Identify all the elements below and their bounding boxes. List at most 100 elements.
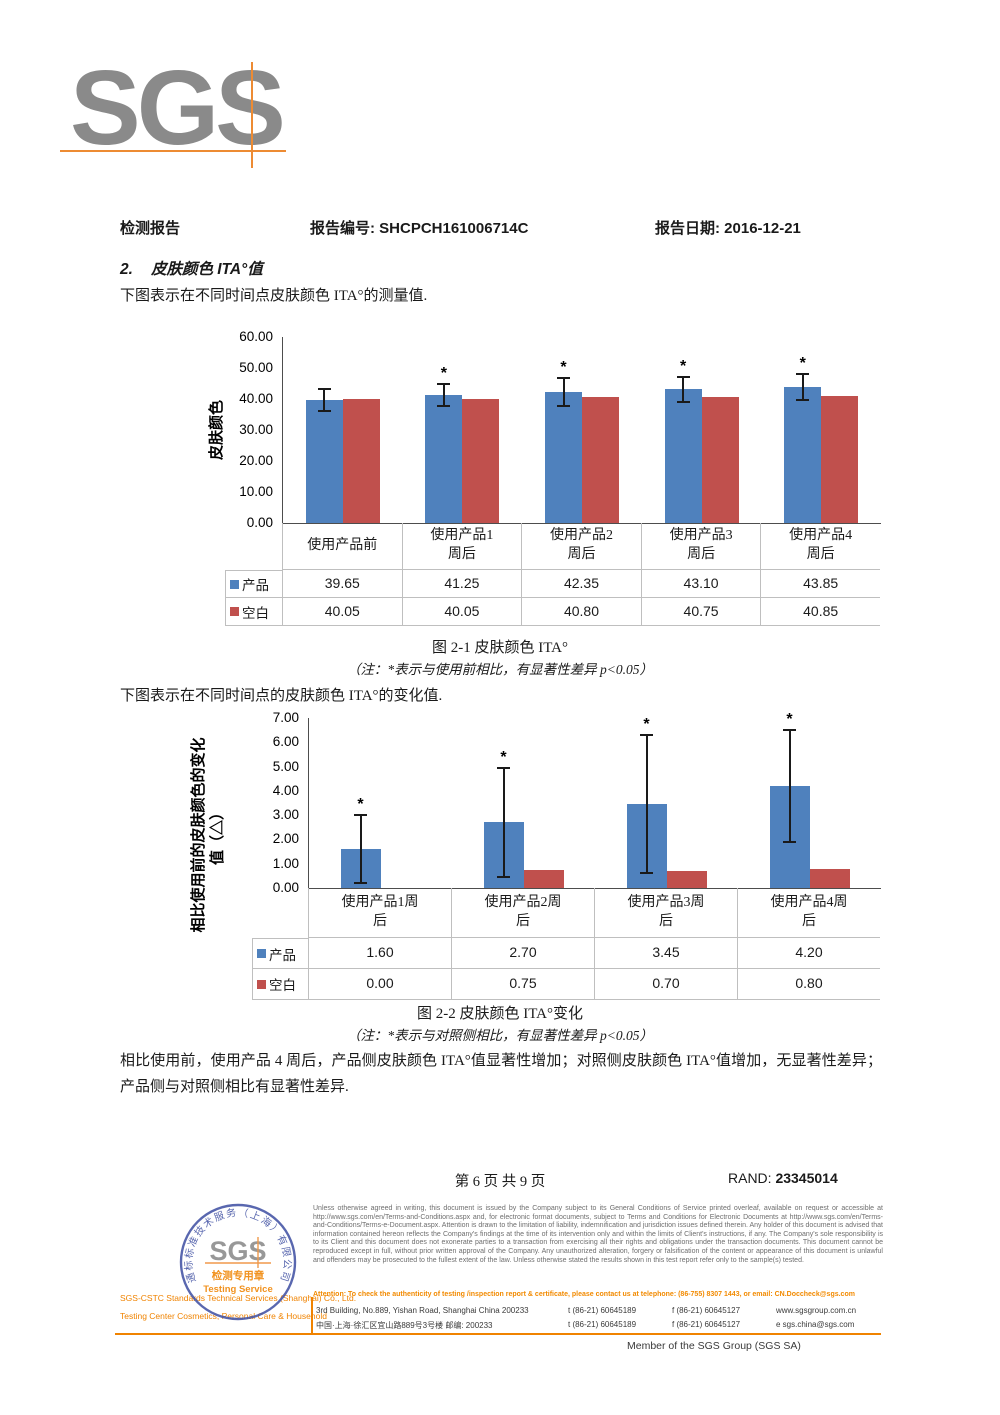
table-value: 1.60 [308, 938, 451, 968]
bar-空白 [523, 869, 564, 888]
fax-cn: f (86-21) 60645127 [672, 1320, 741, 1329]
report-date-label: 报告日期: [655, 220, 720, 237]
significance-asterisk: * [799, 355, 806, 372]
rand-value: 23345014 [775, 1170, 838, 1186]
seal-en-line: Testing Service [203, 1284, 273, 1295]
legend-swatch-空白 [257, 979, 266, 989]
significance-asterisk: * [500, 748, 507, 766]
error-bar-line [788, 730, 791, 842]
table-value: 40.80 [521, 598, 641, 625]
error-bar-cap-bottom [437, 405, 451, 408]
y-tick-label: 10.00 [239, 484, 273, 499]
error-bar-cap-bottom [497, 876, 510, 879]
legend-label: 空白 [242, 605, 269, 621]
bar-空白 [342, 398, 380, 523]
bar-空白 [582, 396, 619, 523]
error-bar-line [323, 389, 326, 411]
plot-area: * * * * [308, 712, 881, 889]
data-table-row: 产品 1.60 2.70 3.45 4.20 [252, 938, 880, 969]
y-tick-label: 30.00 [239, 422, 273, 437]
category-cell: 使用产品4周后 [737, 888, 880, 937]
error-bar-cap-top [497, 766, 510, 769]
website: www.sgsgroup.com.cn [776, 1306, 857, 1315]
report-number: 报告编号: SHCPCH161006714C [310, 217, 528, 238]
y-tick-label: 6.00 [272, 734, 299, 750]
table-value: 3.45 [594, 938, 737, 968]
y-tick-label: 0.00 [272, 880, 299, 895]
error-bar-cap-bottom [796, 399, 810, 402]
legend-cell: 空白 [252, 969, 308, 999]
error-bar-line [682, 377, 685, 402]
error-bar-line [801, 374, 804, 401]
report-date: 报告日期: 2016-12-21 [655, 217, 801, 238]
table-value: 0.75 [451, 969, 594, 999]
error-bar-cap-bottom [783, 840, 796, 843]
y-tick-label: 20.00 [239, 453, 273, 468]
bar-空白 [462, 398, 500, 523]
phone-cn: t (86-21) 60645189 [568, 1320, 637, 1329]
legend-label: 产品 [269, 947, 296, 963]
category-cell: 使用产品2周后 [451, 888, 594, 937]
fax-en: f (86-21) 60645127 [672, 1306, 741, 1315]
section-heading: 2. 皮肤颜色 ITA°值 [120, 257, 263, 279]
seal-sgs-text: SGS [209, 1236, 266, 1266]
y-tick-label: 1.00 [272, 855, 299, 871]
category-label: 使用产品4周后 [789, 528, 853, 562]
category-label: 使用产品3周后 [627, 894, 705, 929]
bar-产品 [784, 387, 822, 523]
error-bar-cap-top [640, 734, 653, 736]
category-cell: 使用产品1周后 [401, 523, 522, 569]
phone-en: t (86-21) 60645189 [568, 1306, 637, 1315]
category-label: 使用产品1周后 [430, 528, 494, 562]
category-row: 使用产品1周后 使用产品2周后 使用产品3周后 使用产品4周后 [308, 888, 880, 938]
chart2-intro-text: 下图表示在不同时间点的皮肤颜色 ITA°的变化值. [120, 688, 443, 704]
category-cell: 使用产品4周后 [760, 523, 880, 569]
error-bar-cap-top [557, 376, 570, 379]
y-tick-label: 60.00 [239, 329, 273, 344]
chart1-intro-text: 下图表示在不同时间点皮肤颜色 ITA°的测量值. [120, 288, 428, 304]
legend-swatch-产品 [230, 579, 239, 589]
logo-vertical-line [251, 62, 253, 168]
y-tick-label: 2.00 [272, 831, 299, 847]
category-label: 使用产品1周后 [341, 894, 419, 929]
error-bar-cap-top [437, 383, 451, 385]
table-value: 43.10 [640, 570, 761, 597]
report-number-label: 报告编号: [310, 220, 375, 237]
error-bar-cap-bottom [354, 882, 367, 885]
page-number: 第 6 页 共 9 页 [454, 1174, 546, 1190]
seal-cn-line: 检测专用章 [212, 1269, 265, 1282]
report-date-value: 2016-12-21 [724, 220, 801, 237]
y-tick-label: 7.00 [272, 710, 299, 725]
category-label: 使用产品4周后 [770, 894, 848, 929]
category-cell: 使用产品2周后 [521, 523, 641, 569]
table-value: 40.75 [640, 598, 761, 625]
email: e sgs.china@sgs.com [776, 1320, 855, 1329]
address-row-cn: 中国·上海·徐汇区宜山路889号3号楼 邮编: 200233 t (86-21)… [316, 1320, 882, 1331]
table-value: 40.05 [282, 598, 402, 625]
table-value: 4.20 [737, 938, 880, 968]
address-en: 3rd Building, No.889, Yishan Road, Shang… [316, 1306, 529, 1315]
category-label: 使用产品2周后 [549, 528, 613, 562]
significance-asterisk: * [786, 711, 793, 729]
error-bar-line [502, 767, 505, 878]
testing-service-seal: 通标标准技术服务（上海）有限公司 SGS 检测专用章 Testing Servi… [179, 1203, 297, 1321]
category-cell: 使用产品1周后 [309, 888, 451, 937]
y-tick-label: 3.00 [272, 807, 299, 823]
bar-空白 [821, 396, 859, 523]
chart2-note: （注：*表示与对照侧相比，有显著性差异 p<0.05） [346, 1028, 654, 1043]
error-bar-line [645, 735, 648, 874]
data-table-row: 产品 39.65 41.25 42.35 43.10 43.85 [225, 570, 880, 598]
seal-outer-ring [179, 1203, 297, 1321]
footer-orange-rule [115, 1333, 881, 1335]
attention-text: Attention: To check the authenticity of … [313, 1291, 855, 1298]
error-bar-cap-top [317, 388, 331, 391]
significance-asterisk: * [560, 358, 567, 376]
category-row: 使用产品前 使用产品1周后 使用产品2周后 使用产品3周后 使用产品4周后 [282, 523, 880, 570]
error-bar-cap-bottom [317, 409, 331, 412]
error-bar-line [359, 815, 362, 884]
section-title: 皮肤颜色 ITA°值 [150, 261, 263, 278]
table-value: 43.85 [760, 570, 880, 597]
category-cell: 使用产品前 [283, 523, 402, 569]
bar-空白 [809, 868, 850, 888]
